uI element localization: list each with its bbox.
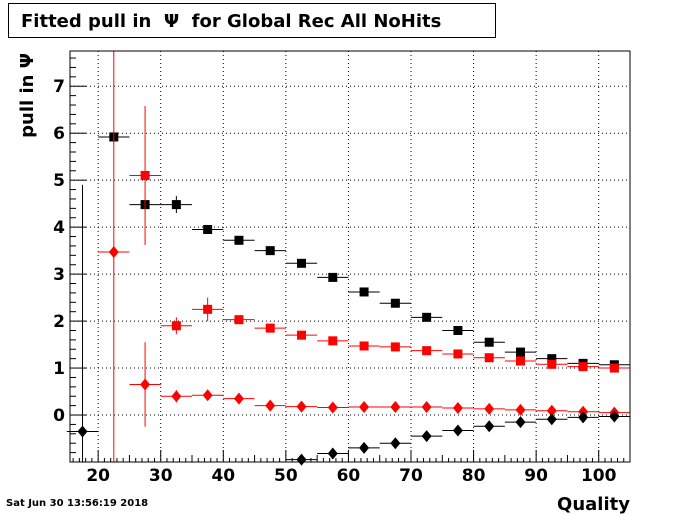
data-point-diamond	[452, 424, 463, 437]
y-tick-label: 7	[53, 77, 65, 97]
data-point-diamond	[484, 420, 495, 433]
y-axis-title: pull in Ψ	[17, 53, 38, 138]
plot-frame	[69, 50, 631, 463]
data-point-diamond	[484, 402, 495, 415]
data-point-square	[297, 330, 307, 340]
data-point-square	[265, 323, 275, 333]
data-point-square	[547, 354, 557, 364]
data-point-square	[297, 258, 307, 268]
data-point-diamond	[327, 447, 338, 460]
data-point-square	[171, 200, 181, 210]
data-point-diamond	[515, 416, 526, 429]
x-tick-label: 50	[274, 466, 298, 486]
y-tick-label: 5	[53, 171, 65, 191]
data-point-square	[140, 170, 150, 180]
data-point-diamond	[452, 401, 463, 414]
data-point-square	[609, 363, 619, 373]
timestamp: Sat Jun 30 13:56:19 2018	[6, 498, 149, 509]
data-point-square	[422, 312, 432, 322]
data-point-square	[390, 342, 400, 352]
data-point-diamond	[202, 389, 213, 402]
data-point-square	[547, 359, 557, 369]
data-point-diamond	[359, 401, 370, 414]
data-point-diamond	[421, 401, 432, 414]
x-tick-label: 60	[337, 466, 361, 486]
data-point-square	[484, 353, 494, 363]
data-point-square	[203, 304, 213, 314]
data-marks	[66, 51, 630, 466]
data-point-square	[234, 315, 244, 325]
x-tick-label: 20	[86, 466, 110, 486]
data-point-square	[484, 337, 494, 347]
data-point-diamond	[359, 441, 370, 454]
x-axis-title: Quality	[557, 494, 630, 514]
y-tick-label: 3	[53, 265, 65, 285]
data-point-diamond	[546, 404, 557, 417]
y-tick-label: 1	[53, 359, 65, 379]
data-point-diamond	[265, 399, 276, 412]
data-point-square	[203, 224, 213, 234]
chart-title-box: Fitted pull in Ψ for Global Rec All NoHi…	[8, 3, 496, 38]
data-point-diamond	[77, 425, 88, 438]
data-point-square	[516, 347, 526, 357]
data-point-square	[171, 321, 181, 331]
data-point-diamond	[578, 411, 589, 424]
axis-ticks: 20 30 40 50 60 70 80 90 100 0 1 2 3 4 5 6 7	[53, 57, 631, 486]
data-point-diamond	[390, 401, 401, 414]
data-point-diamond	[609, 410, 620, 423]
data-point-diamond	[327, 401, 338, 414]
chart-title: Fitted pull in Ψ for Global Rec All NoHi…	[21, 11, 442, 32]
data-point-diamond	[296, 400, 307, 413]
grid-lines	[70, 51, 630, 462]
data-point-square	[328, 272, 338, 282]
x-tick-label: 80	[462, 466, 486, 486]
data-point-diamond	[171, 390, 182, 403]
data-point-square	[453, 325, 463, 335]
x-tick-label: 90	[524, 466, 548, 486]
data-point-square	[516, 356, 526, 366]
data-point-diamond	[421, 430, 432, 443]
y-tick-label: 2	[53, 312, 65, 332]
x-tick-label: 40	[211, 466, 235, 486]
data-point-square	[578, 362, 588, 372]
data-point-diamond	[296, 453, 307, 466]
data-point-square	[422, 346, 432, 356]
y-tick-label: 6	[53, 124, 65, 144]
data-point-square	[453, 349, 463, 359]
data-point-diamond	[390, 437, 401, 450]
data-point-square	[359, 341, 369, 351]
data-point-diamond	[546, 413, 557, 426]
data-point-diamond	[140, 378, 151, 391]
data-point-square	[390, 298, 400, 308]
data-point-diamond	[108, 246, 119, 259]
data-point-square	[265, 246, 275, 256]
x-tick-label: 100	[581, 466, 617, 486]
x-tick-label: 70	[399, 466, 423, 486]
data-point-diamond	[515, 403, 526, 416]
data-point-square	[234, 235, 244, 245]
data-point-square	[328, 336, 338, 346]
data-point-diamond	[233, 392, 244, 405]
data-point-square	[359, 287, 369, 297]
x-tick-label: 30	[149, 466, 173, 486]
y-tick-label: 0	[53, 406, 65, 426]
y-tick-label: 4	[53, 218, 65, 238]
